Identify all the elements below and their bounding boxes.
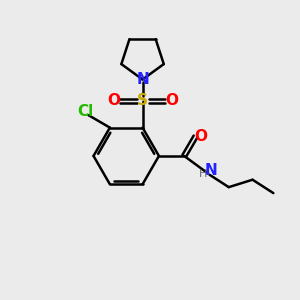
Text: O: O xyxy=(107,93,120,108)
Text: N: N xyxy=(205,163,217,178)
Text: Cl: Cl xyxy=(77,104,94,119)
Text: N: N xyxy=(136,72,149,87)
Text: O: O xyxy=(194,129,207,144)
Text: H: H xyxy=(199,169,207,179)
Text: S: S xyxy=(137,93,148,108)
Text: O: O xyxy=(165,93,178,108)
